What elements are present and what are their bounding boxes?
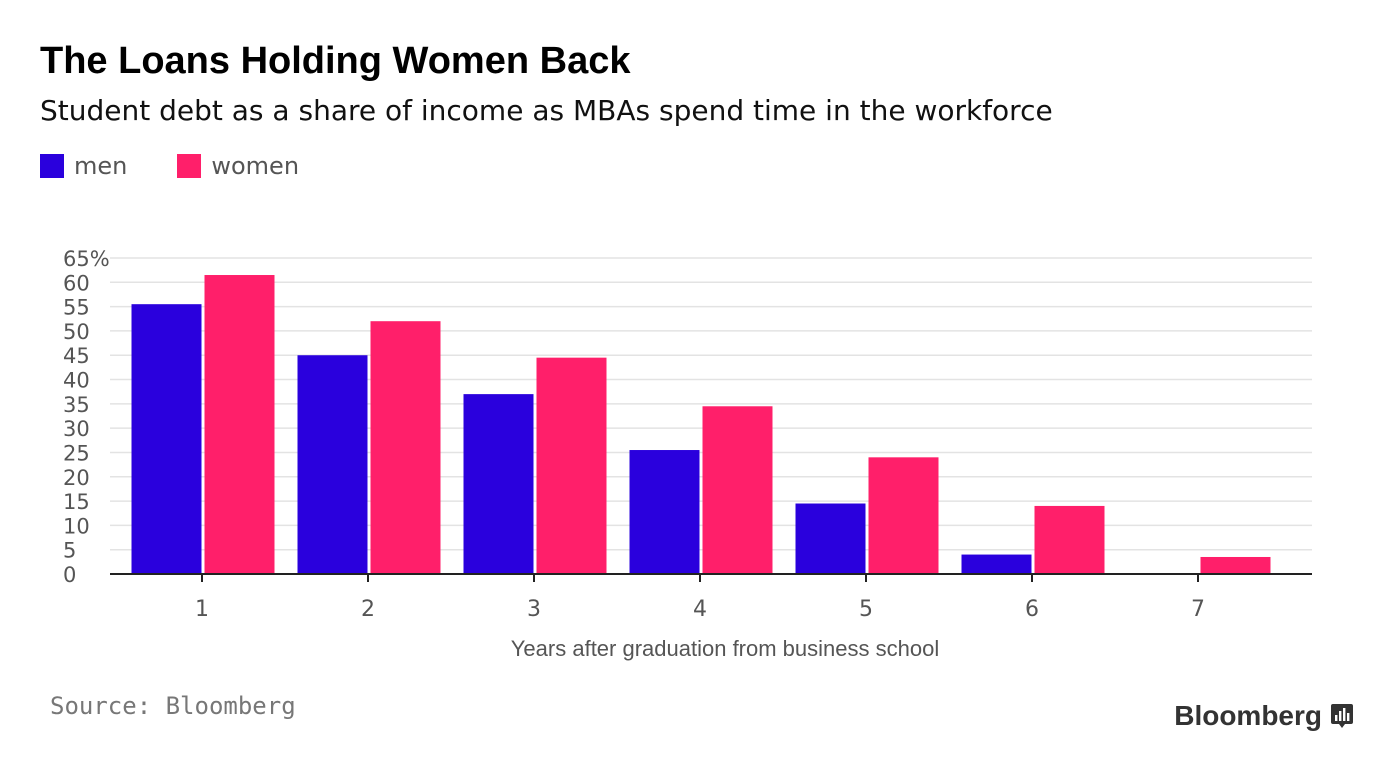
y-tick-label: 25 <box>63 441 90 465</box>
bar-women-7 <box>1200 556 1271 574</box>
y-tick-label: 15 <box>63 490 90 514</box>
y-tick-label: 30 <box>63 417 90 441</box>
bar-men-4 <box>629 450 700 574</box>
x-tick-label: 4 <box>693 597 707 622</box>
x-tick-label: 5 <box>859 597 873 622</box>
x-tick-label: 7 <box>1191 597 1205 622</box>
y-tick-label: 50 <box>63 320 90 344</box>
bar-men-3 <box>463 394 534 574</box>
bars <box>131 275 1271 574</box>
legend-item-men: men <box>40 152 127 180</box>
y-tick-label: 10 <box>63 514 90 538</box>
y-tick-label: 35 <box>63 393 90 417</box>
bar-women-5 <box>868 457 939 574</box>
bar-men-1 <box>131 304 202 574</box>
chart-title: The Loans Holding Women Back <box>40 40 631 82</box>
y-tick-label: 5 <box>63 539 76 563</box>
y-tick-label: 20 <box>63 466 90 490</box>
legend-label-men: men <box>74 152 128 180</box>
legend-swatch-women <box>177 154 202 178</box>
x-axis: 1 2 3 4 5 6 7 <box>110 573 1312 622</box>
bar-men-6 <box>961 554 1032 574</box>
y-tick-label: 45 <box>63 344 90 368</box>
chart-subtitle: Student debt as a share of income as MBA… <box>40 94 1053 127</box>
legend: men women <box>40 152 349 180</box>
bar-women-2 <box>370 321 441 574</box>
y-tick-label: 55 <box>63 296 90 320</box>
legend-swatch-men <box>40 154 64 178</box>
bar-men-2 <box>297 355 368 574</box>
bar-women-3 <box>536 357 607 574</box>
bar-men-5 <box>795 503 866 574</box>
brand-logo: Bloomberg <box>1174 700 1354 732</box>
y-tick-label: 40 <box>63 369 90 393</box>
bar-women-1 <box>204 275 275 574</box>
bar-women-6 <box>1034 505 1105 574</box>
x-tick-label: 2 <box>361 597 375 622</box>
bar-chart-badge-icon <box>1331 704 1353 728</box>
brand-name: Bloomberg <box>1174 700 1322 731</box>
legend-label-women: women <box>211 152 300 180</box>
y-tick-label: 60 <box>63 271 90 295</box>
x-tick-label: 6 <box>1025 597 1039 622</box>
bar-women-4 <box>702 406 773 574</box>
x-tick-label: 1 <box>195 597 209 622</box>
legend-item-women: women <box>177 152 299 180</box>
y-tick-label: 65% <box>63 247 110 271</box>
x-axis-label: Years after graduation from business sch… <box>511 636 939 661</box>
y-tick-label: 0 <box>63 563 76 587</box>
x-tick-label: 3 <box>527 597 541 622</box>
source-note: Source: Bloomberg <box>50 692 296 720</box>
